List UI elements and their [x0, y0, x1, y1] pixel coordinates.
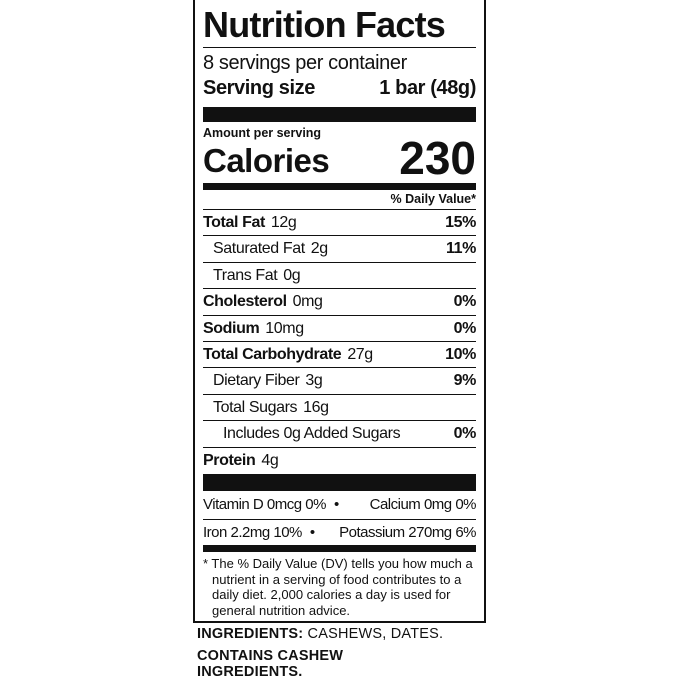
- nutrient-name: Sodium: [203, 319, 260, 337]
- amount-per-serving: Amount per serving: [203, 126, 322, 140]
- nutrient-row: Protein 4g: [203, 446, 476, 474]
- thick-divider: [203, 107, 476, 122]
- nutrient-name: Total Sugars: [213, 398, 298, 416]
- nutrient-row: Total Fat 12g 15%: [203, 209, 476, 236]
- nutrient-amount: 3g: [305, 372, 323, 390]
- nutrient-row: Total Carbohydrate 27g 10%: [203, 341, 476, 368]
- vitamin-left: Vitamin D 0mcg 0%: [203, 496, 326, 513]
- nutrient-name: Cholesterol: [203, 293, 287, 311]
- nutrient-name: Dietary Fiber: [213, 372, 300, 390]
- nutrient-daily-value: 15%: [445, 214, 476, 231]
- ingredients-text: CASHEWS, DATES.: [303, 626, 444, 642]
- medium-divider: [203, 183, 476, 190]
- nutrient-daily-value: 0%: [453, 425, 477, 443]
- nutrition-facts-label: Nutrition Facts 8 servings per container…: [193, 0, 486, 623]
- nutrient-name: Includes 0g Added Sugars: [223, 425, 401, 443]
- nutrient-name: Protein: [203, 451, 256, 469]
- serving-size-label: Serving size: [203, 77, 315, 99]
- nutrient-amount: 0mg: [292, 293, 323, 311]
- nutrient-daily-value: 0%: [453, 293, 477, 311]
- ingredients: INGREDIENTS: CASHEWS, DATES.: [197, 626, 443, 642]
- nutrient-row: Includes 0g Added Sugars 0%: [203, 420, 476, 447]
- nutrient-name: Total Carbohydrate: [203, 346, 342, 363]
- vitamin-left: Iron 2.2mg 10%: [203, 523, 302, 541]
- nutrient-amount: 12g: [270, 214, 297, 231]
- vitamin-mineral-row: Vitamin D 0mcg 0% • Calcium 0mg 0%: [203, 492, 477, 518]
- nutrient-row: Sodium 10mg 0%: [203, 314, 477, 342]
- footnote: * The % Daily Value (DV) tells you how m…: [203, 556, 473, 618]
- bullet-separator: •: [309, 523, 315, 541]
- serving-size-row: Serving size 1 bar (48g): [203, 76, 476, 101]
- nutrient-amount: 0g: [283, 266, 301, 284]
- serving-size-value: 1 bar (48g): [379, 77, 476, 99]
- calories-row: Calories 230: [203, 134, 476, 182]
- nutrient-amount: 10mg: [265, 319, 304, 337]
- vitamin-right: Calcium 0mg 0%: [369, 496, 477, 513]
- vitamin-mineral-row: Iron 2.2mg 10% • Potassium 270mg 6%: [203, 518, 476, 546]
- calories-label: Calories: [203, 142, 330, 179]
- nutrient-daily-value: 0%: [453, 319, 477, 337]
- nutrient-amount: 4g: [261, 451, 279, 469]
- calories-value: 230: [399, 132, 476, 184]
- nutrient-row: Saturated Fat 2g 11%: [203, 235, 476, 262]
- nutrient-daily-value: 11%: [446, 240, 476, 258]
- bullet-separator: •: [333, 496, 339, 513]
- nutrient-row: Total Sugars 16g: [203, 393, 476, 421]
- divider: [203, 47, 476, 48]
- thick-divider: [203, 474, 476, 491]
- daily-value-header: % Daily Value*: [390, 192, 476, 206]
- ingredients-label: INGREDIENTS:: [197, 626, 304, 642]
- allergen-statement: CONTAINS CASHEW INGREDIENTS.: [197, 648, 344, 680]
- nutrient-name: Trans Fat: [213, 266, 278, 284]
- nutrient-row: Cholesterol 0mg 0%: [203, 288, 476, 315]
- servings-per-container: 8 servings per container: [203, 52, 407, 74]
- nutrient-daily-value: 9%: [453, 372, 477, 390]
- nutrient-row: Dietary Fiber 3g 9%: [203, 367, 476, 394]
- nutrient-amount: 16g: [303, 398, 329, 416]
- nutrient-amount: 27g: [347, 346, 373, 363]
- nutrient-amount: 2g: [310, 240, 328, 258]
- nutrient-daily-value: 10%: [445, 346, 476, 363]
- nutrient-name: Saturated Fat: [213, 240, 305, 258]
- vitamin-right: Potassium 270mg 6%: [339, 523, 476, 541]
- medium-divider: [203, 545, 476, 552]
- nutrient-name: Total Fat: [203, 214, 265, 231]
- label-title: Nutrition Facts: [203, 4, 446, 45]
- nutrient-row: Trans Fat 0g: [203, 261, 476, 289]
